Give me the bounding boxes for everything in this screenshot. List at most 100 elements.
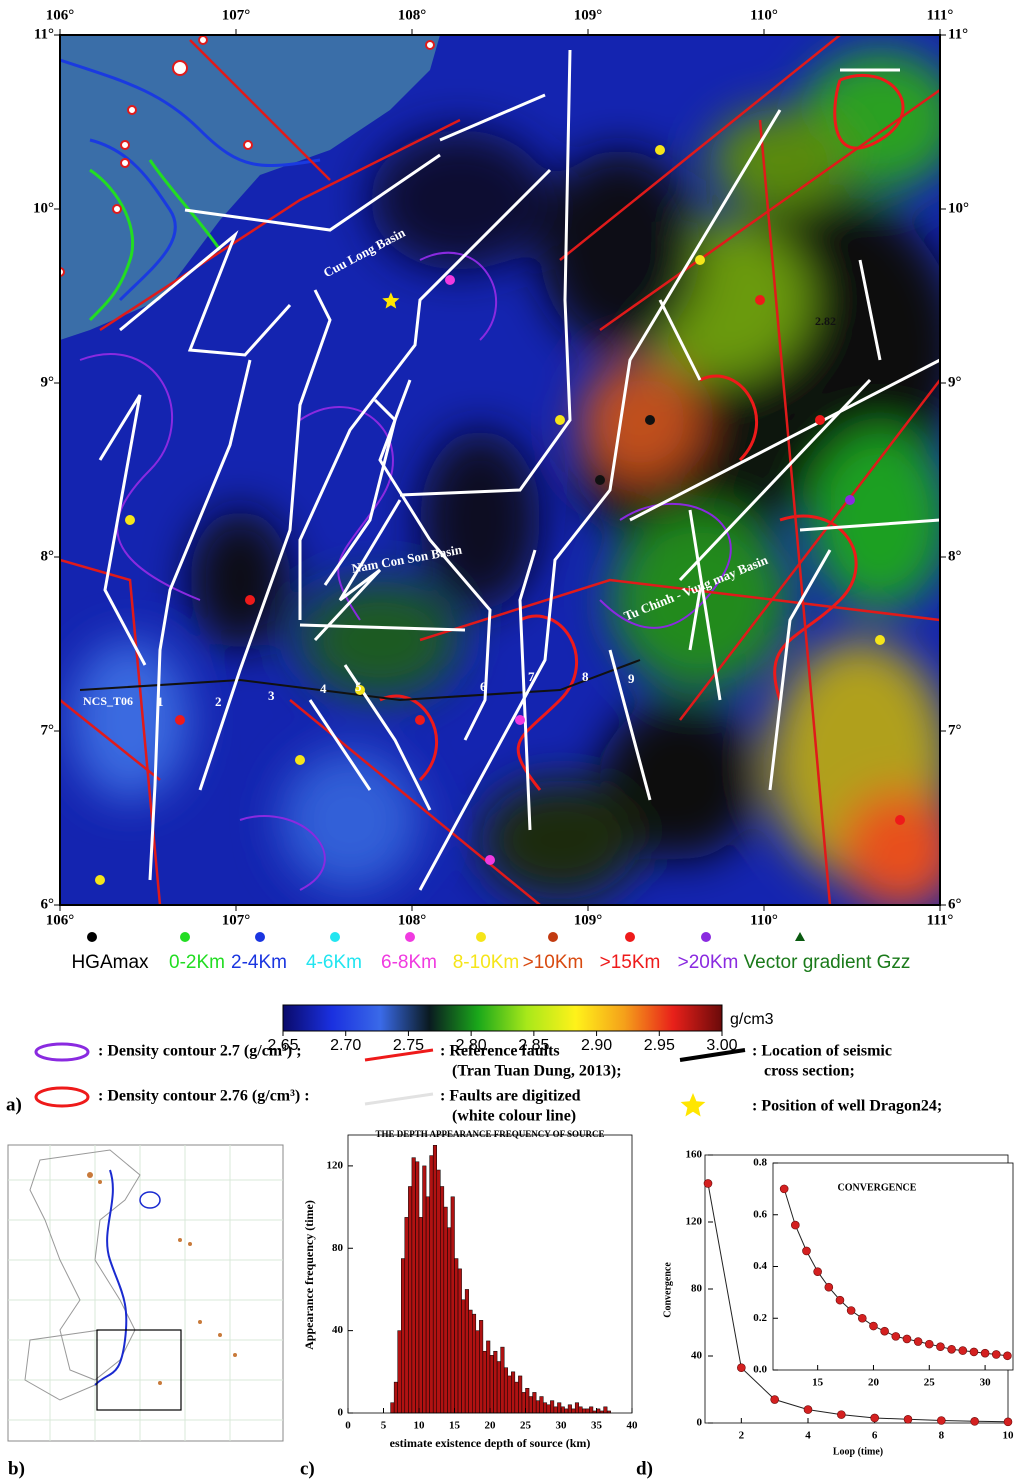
map-body [60, 35, 940, 905]
bar [415, 1161, 420, 1414]
bar [525, 1388, 530, 1414]
x-tick-label: 0 [345, 1420, 351, 1432]
well-star [680, 1093, 706, 1117]
x-tick-label: 40 [627, 1420, 639, 1432]
data-point [891, 1332, 901, 1341]
y-tick-label: 160 [686, 1149, 703, 1161]
data-point [924, 1339, 934, 1349]
x-tick-label: 4 [805, 1430, 811, 1442]
x-tick-label: 109° [574, 912, 603, 928]
x-tick-label: 15 [812, 1377, 824, 1389]
bar [454, 1258, 459, 1414]
x-tick-label: 108° [398, 912, 427, 928]
colorbar-tick-label: 2.75 [393, 1037, 424, 1054]
bar [464, 1289, 469, 1414]
key-text: : Density contour 2.76 (g/cm³) : [98, 1088, 310, 1105]
map-annotation: 2 [215, 694, 222, 709]
bar [440, 1186, 445, 1414]
map-annotation: 6 [480, 679, 487, 694]
bar [493, 1350, 498, 1414]
key-symbol [364, 1092, 434, 1106]
bar [436, 1169, 441, 1414]
inset-title: CONVERGENCE [838, 1182, 917, 1193]
map-annotation: 3 [268, 688, 275, 703]
x-tick-label: 110° [750, 7, 778, 23]
bar [432, 1145, 438, 1414]
bar [514, 1381, 519, 1414]
bar [425, 1196, 430, 1414]
digitized-faults [98, 49, 940, 891]
map-annotation: 7 [528, 669, 535, 684]
bar [450, 1196, 455, 1414]
x-tick-label: 8 [939, 1430, 945, 1442]
y-tick-label: 0 [697, 1417, 703, 1429]
y-tick-label: 80 [691, 1283, 703, 1295]
y-tick-label: 0.0 [753, 1364, 767, 1376]
bar [443, 1206, 448, 1414]
bar [479, 1320, 484, 1414]
bar [582, 1408, 587, 1414]
legend-marker [180, 932, 190, 942]
y-tick-label: 8° [41, 548, 55, 564]
bar [528, 1396, 533, 1414]
bar [539, 1396, 544, 1414]
density-field [70, 50, 940, 905]
bar [557, 1402, 562, 1414]
bar [401, 1258, 406, 1414]
key-text: (white colour line) [452, 1108, 576, 1125]
data-point [770, 1395, 779, 1404]
bar [507, 1375, 512, 1414]
bar [574, 1402, 580, 1414]
bar [503, 1367, 509, 1414]
map-annotation: NCS_T06 [83, 694, 133, 708]
data-point [913, 1337, 923, 1346]
map-annotation: 1 [157, 694, 164, 709]
data-point [737, 1363, 746, 1373]
y-tick-label: 10° [948, 200, 969, 216]
bar [567, 1404, 572, 1414]
panel-label: d) [636, 1458, 653, 1479]
x-tick-label: 106° [46, 7, 75, 23]
legend-marker [625, 932, 635, 942]
legend-label: >15Km [600, 952, 661, 973]
legend-marker [405, 932, 415, 942]
colorbar-unit: g/cm3 [730, 1011, 774, 1028]
bar [404, 1217, 409, 1414]
data-point [880, 1326, 889, 1336]
x-tick-label: 35 [591, 1420, 603, 1432]
data-point [813, 1267, 822, 1276]
data-point [869, 1321, 878, 1331]
map-annotation: 2.82 [815, 314, 836, 328]
y-tick-label: 11° [34, 26, 54, 42]
bar [482, 1350, 487, 1414]
data-point [779, 1184, 789, 1194]
bar [589, 1406, 594, 1414]
x-tick-label: 5 [381, 1420, 387, 1432]
data-point [1003, 1417, 1013, 1427]
coast-lines [88, 159, 222, 322]
x-tick-label: 20 [868, 1377, 880, 1389]
x-tick-label: 30 [556, 1420, 568, 1432]
data-point [903, 1415, 913, 1424]
bar [457, 1268, 462, 1414]
bar [535, 1400, 540, 1414]
key-symbol [364, 1048, 434, 1062]
map-annotation: 5 [355, 679, 362, 694]
key-symbol [34, 1086, 90, 1108]
data-point [958, 1346, 968, 1355]
bar [571, 1408, 576, 1414]
bar [521, 1392, 526, 1414]
x-tick-label: 10 [1003, 1430, 1015, 1442]
legend-marker [548, 932, 558, 942]
y-tick-label: 120 [327, 1159, 344, 1171]
bar [518, 1375, 523, 1414]
data-point [703, 1179, 713, 1188]
x-axis-label: estimate existence depth of source (km) [390, 1436, 591, 1450]
data-point [803, 1405, 813, 1414]
legend-label: 0-2Km [169, 952, 225, 973]
colorbar-tick-label: 2.95 [644, 1037, 675, 1054]
data-line [707, 1183, 1009, 1423]
key-symbol [34, 1042, 90, 1062]
key-text: : Position of well Dragon24; [752, 1098, 942, 1115]
